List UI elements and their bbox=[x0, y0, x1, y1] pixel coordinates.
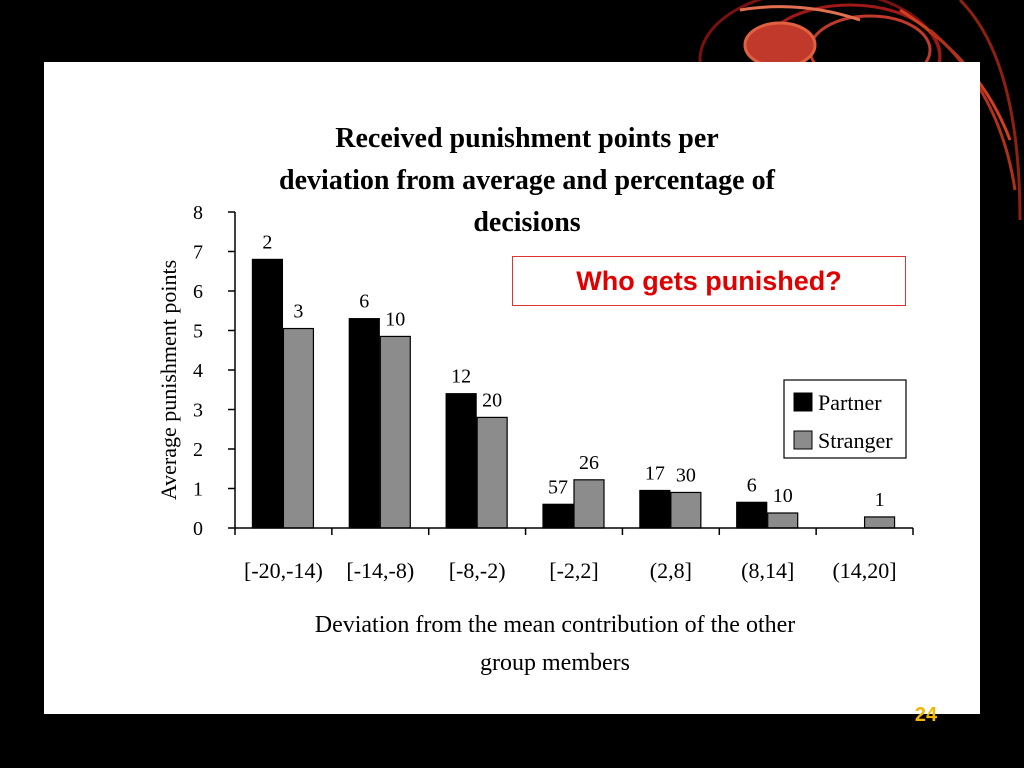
x-tick-label: [-2,2] bbox=[549, 558, 598, 583]
legend: Partner Stranger bbox=[783, 379, 907, 459]
y-tick-label: 8 bbox=[193, 202, 203, 224]
x-axis-label-line: Deviation from the mean contribution of … bbox=[315, 612, 796, 638]
bar-value-label: 17 bbox=[645, 462, 665, 484]
bar-value-label: 6 bbox=[359, 291, 369, 313]
bar-value-label: 1 bbox=[875, 489, 885, 511]
bar-stranger bbox=[767, 512, 799, 529]
callout-who-gets-punished: Who gets punished? bbox=[512, 256, 906, 306]
x-axis-label: Deviation from the mean contribution of … bbox=[315, 612, 796, 676]
bar-value-label: 10 bbox=[385, 308, 405, 330]
x-tick-label: (2,8] bbox=[650, 558, 692, 583]
legend-label-partner: Partner bbox=[818, 390, 882, 415]
bar-partner bbox=[251, 258, 284, 529]
y-tick-label: 0 bbox=[193, 518, 203, 540]
chart-title-line: decisions bbox=[473, 207, 580, 238]
y-tick-label: 6 bbox=[193, 281, 203, 303]
bar-stranger bbox=[863, 516, 896, 529]
y-axis-ticks: 0 1 2 3 4 5 6 7 8 bbox=[193, 202, 235, 540]
x-tick-label: [-20,-14) bbox=[244, 558, 323, 583]
bar-stranger bbox=[670, 491, 702, 529]
bar-value-label: 10 bbox=[773, 485, 793, 507]
legend-swatch-partner bbox=[793, 392, 813, 412]
y-tick-label: 1 bbox=[193, 479, 203, 501]
bar-partner bbox=[348, 318, 380, 529]
bar-partner bbox=[445, 393, 477, 529]
bar-partner bbox=[639, 489, 671, 529]
bar-value-label: 12 bbox=[451, 366, 471, 388]
x-tick-label: (8,14] bbox=[741, 558, 794, 583]
y-tick-label: 2 bbox=[193, 439, 203, 461]
bar-value-label: 30 bbox=[676, 464, 696, 486]
bar-stranger bbox=[476, 416, 508, 529]
legend-swatch-stranger bbox=[793, 430, 813, 450]
bar-stranger bbox=[573, 479, 605, 529]
x-tick-label: [-14,-8) bbox=[346, 558, 414, 583]
bar-value-label: 26 bbox=[579, 452, 599, 474]
chart-title-line: deviation from average and percentage of bbox=[279, 165, 776, 196]
y-tick-label: 7 bbox=[193, 242, 203, 264]
legend-label-stranger: Stranger bbox=[818, 428, 893, 453]
chart-title-line: Received punishment points per bbox=[335, 123, 718, 154]
bar-partner bbox=[542, 503, 574, 529]
x-axis-label-line: group members bbox=[480, 650, 630, 676]
x-tick-label: [-8,-2) bbox=[449, 558, 506, 583]
x-axis-tick-labels: [-20,-14) [-14,-8) [-8,-2) [-2,2] (2,8] (8,14… bbox=[234, 528, 914, 583]
y-tick-label: 4 bbox=[193, 360, 203, 382]
bar-value-label: 57 bbox=[548, 476, 568, 498]
bar-value-label: 2 bbox=[262, 231, 272, 253]
slide-number: 24 bbox=[914, 704, 938, 726]
y-tick-label: 3 bbox=[193, 400, 203, 422]
y-axis-label: Average punishment points bbox=[156, 260, 181, 500]
bar-stranger bbox=[282, 327, 315, 529]
bar-value-label: 3 bbox=[293, 301, 303, 323]
bar-value-label: 20 bbox=[482, 389, 502, 411]
x-tick-label: (14,20] bbox=[832, 558, 896, 583]
chart-title: Received punishment points per deviation … bbox=[279, 123, 776, 238]
y-tick-label: 5 bbox=[193, 321, 203, 343]
bar-value-label: 6 bbox=[747, 474, 757, 496]
bar-partner bbox=[736, 501, 768, 529]
bar-stranger bbox=[379, 335, 411, 529]
